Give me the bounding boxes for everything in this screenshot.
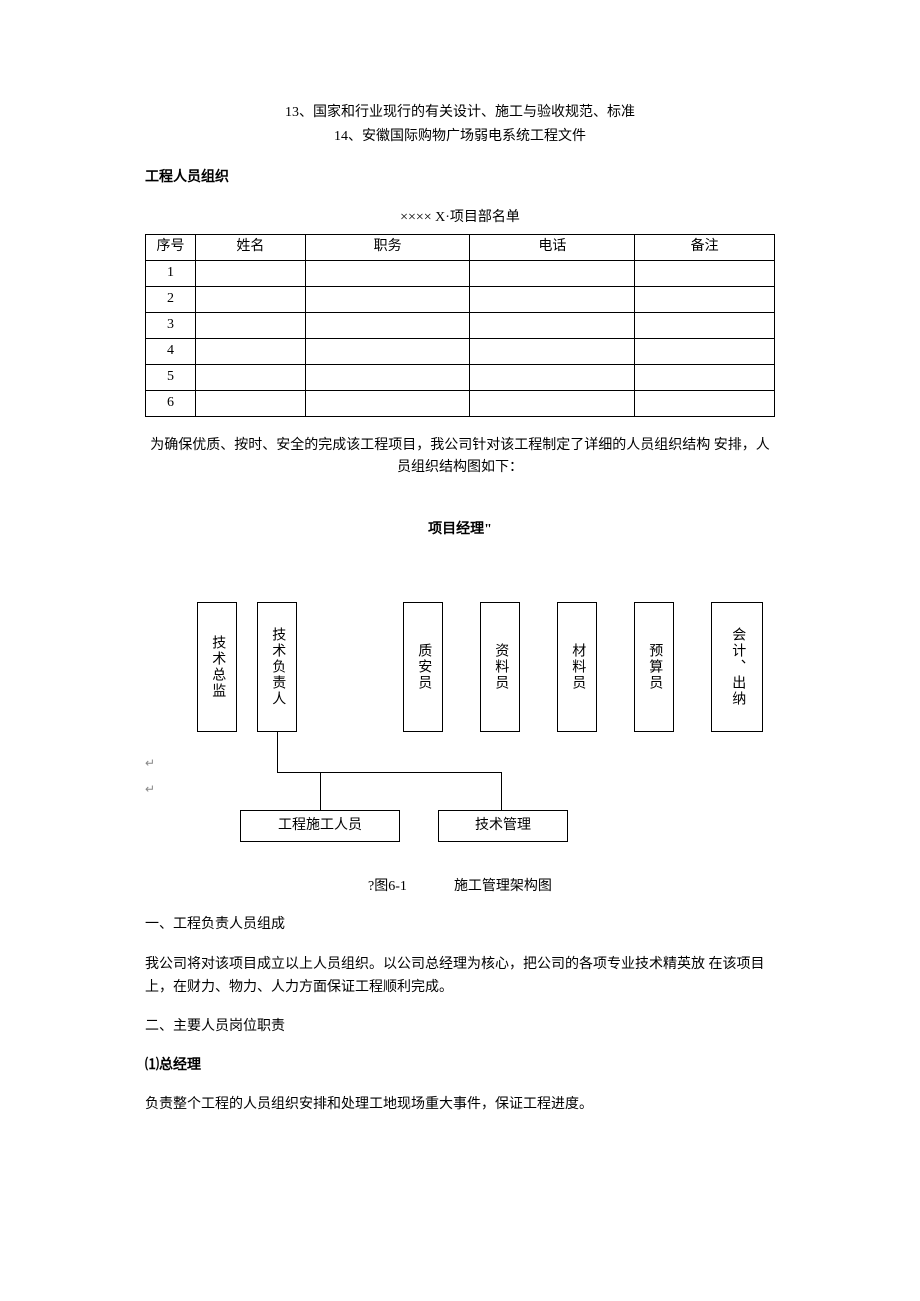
org-node-n5: 材料员: [557, 602, 597, 732]
table-cell: [305, 364, 470, 390]
table-row: 3: [146, 312, 775, 338]
org-node-n7: 会计、出纳: [711, 602, 763, 732]
table-cell: [635, 260, 775, 286]
table-cell: 4: [146, 338, 196, 364]
heading-3: ⑴总经理: [145, 1055, 775, 1077]
table-cell: [195, 390, 305, 416]
org-chart: 技术总监技术负责人 质安员资料员材料员预算员会计、出纳工程施工人员 技术管理 ↵ ↵: [145, 602, 775, 872]
table-cell: [305, 390, 470, 416]
table-header-row: 序号 姓名 职务 电话 备注: [146, 234, 775, 260]
chart-caption: ?图6-1 施工管理架构图: [145, 876, 775, 898]
table-cell: [305, 260, 470, 286]
table-row: 2: [146, 286, 775, 312]
return-mark-0: ↵: [145, 754, 155, 773]
connector-h-0: [277, 772, 501, 773]
org-node-n3: 质安员: [403, 602, 443, 732]
table-cell: [195, 312, 305, 338]
org-bottom-node-b1: 工程施工人员: [240, 810, 400, 842]
table-cell: 2: [146, 286, 196, 312]
table-cell: [470, 338, 635, 364]
top-list-item-14: 14、安徽国际购物广场弱电系统工程文件: [145, 126, 775, 148]
table-cell: 6: [146, 390, 196, 416]
table-cell: [470, 260, 635, 286]
table-cell: [635, 390, 775, 416]
table-cell: [195, 364, 305, 390]
org-node-n2: 技术负责人: [257, 602, 297, 732]
org-node-n4: 资料员: [480, 602, 520, 732]
table-cell: [470, 390, 635, 416]
heading-1: 一、工程负责人员组成: [145, 914, 775, 936]
table-row: 1: [146, 260, 775, 286]
table-cell: [195, 286, 305, 312]
table-row: 6: [146, 390, 775, 416]
connector-v-2: [501, 772, 502, 810]
table-cell: [635, 312, 775, 338]
table-cell: [305, 286, 470, 312]
connector-v-1: [320, 772, 321, 810]
intro-paragraph: 为确保优质、按时、安全的完成该工程项目，我公司针对该工程制定了详细的人员组织结构…: [145, 435, 775, 480]
table-row: 4: [146, 338, 775, 364]
heading-2: 二、主要人员岗位职责: [145, 1016, 775, 1038]
table-cell: 3: [146, 312, 196, 338]
top-list-item-13: 13、国家和行业现行的有关设计、施工与验收规范、标准: [145, 102, 775, 124]
table-cell: [195, 260, 305, 286]
pm-title: 项目经理": [145, 519, 775, 541]
chart-caption-left: ?图6-1: [368, 879, 407, 894]
table-cell: [635, 286, 775, 312]
col-header-position: 职务: [305, 234, 470, 260]
table-cell: [470, 364, 635, 390]
table-cell: [305, 338, 470, 364]
section-title: 工程人员组织: [145, 167, 775, 189]
col-header-seq: 序号: [146, 234, 196, 260]
table-cell: [305, 312, 470, 338]
paragraph-2: 负责整个工程的人员组织安排和处理工地现场重大事件，保证工程进度。: [145, 1093, 775, 1117]
table-cell: [195, 338, 305, 364]
table-cell: [635, 338, 775, 364]
chart-caption-right: 施工管理架构图: [454, 879, 552, 894]
table-cell: [470, 286, 635, 312]
col-header-remark: 备注: [635, 234, 775, 260]
org-bottom-node-b2: 技术管理: [438, 810, 568, 842]
table-cell: [470, 312, 635, 338]
roster-table: 序号 姓名 职务 电话 备注 123456: [145, 234, 775, 417]
table-cell: [635, 364, 775, 390]
connector-v-0: [277, 732, 278, 772]
table-cell: 5: [146, 364, 196, 390]
return-mark-1: ↵: [145, 780, 155, 799]
col-header-phone: 电话: [470, 234, 635, 260]
table-row: 5: [146, 364, 775, 390]
table-caption: ×××× X·项目部名单: [145, 207, 775, 229]
org-node-n6: 预算员: [634, 602, 674, 732]
table-cell: 1: [146, 260, 196, 286]
paragraph-1: 我公司将对该项目成立以上人员组织。以公司总经理为核心，把公司的各项专业技术精英放…: [145, 953, 775, 1001]
col-header-name: 姓名: [195, 234, 305, 260]
org-node-n1: 技术总监: [197, 602, 237, 732]
